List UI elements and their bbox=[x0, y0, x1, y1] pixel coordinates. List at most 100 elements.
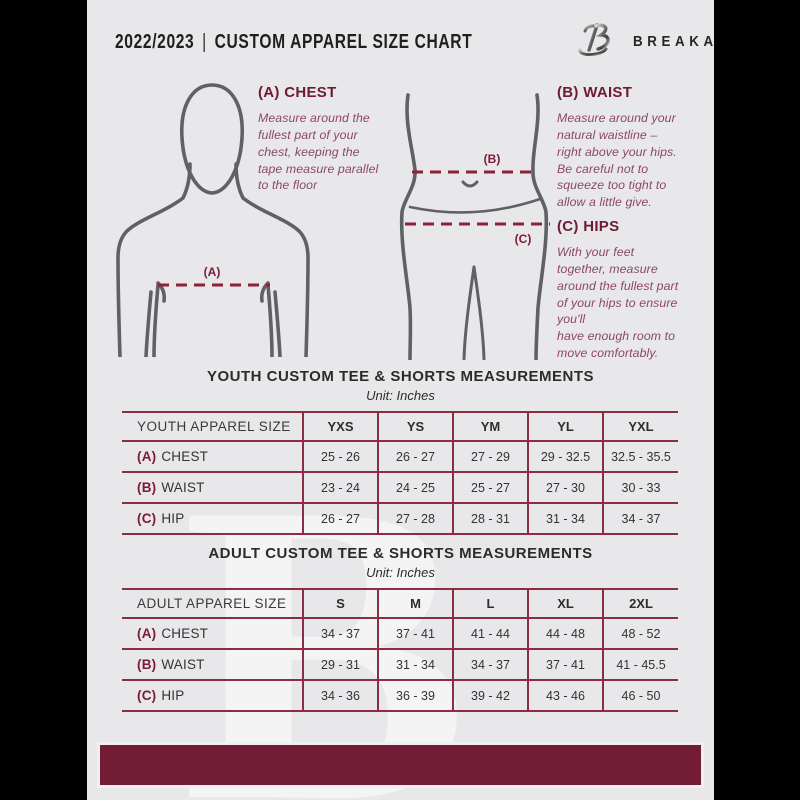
lower-body-diagram: (B) (C) bbox=[388, 93, 573, 365]
row-measure-name: CHEST bbox=[161, 626, 209, 641]
chest-figure-label: (A) bbox=[204, 265, 221, 279]
size-range-cell: 43 - 46 bbox=[527, 679, 603, 712]
upper-body-diagram: (A) bbox=[113, 80, 313, 362]
hip-crease-line bbox=[408, 197, 542, 214]
header: 2022/2023 | CUSTOM APPAREL SIZE CHART bbox=[115, 22, 714, 60]
size-range-cell: 28 - 31 bbox=[452, 502, 528, 535]
row-key: (A) bbox=[137, 449, 157, 464]
size-column-header: 2XL bbox=[602, 588, 678, 619]
size-range-cell: 39 - 42 bbox=[452, 679, 528, 712]
size-range-cell: 48 - 52 bbox=[602, 617, 678, 650]
size-range-cell: 34 - 37 bbox=[302, 617, 378, 650]
brand-lockup: BREAKAWAY bbox=[573, 22, 714, 63]
size-range-cell: 44 - 48 bbox=[527, 617, 603, 650]
size-column-header: YM bbox=[452, 411, 528, 442]
hip-figure-label: (C) bbox=[515, 232, 532, 246]
measurement-row: (A) CHEST 34 - 37 37 - 41 41 - 44 44 - 48 48 -… bbox=[122, 617, 678, 650]
hips-body-text: With your feet together, measure around … bbox=[557, 245, 679, 361]
row-key: (B) bbox=[137, 657, 157, 672]
content-layer: 2022/2023 | CUSTOM APPAREL SIZE CHART bbox=[87, 0, 714, 800]
waist-body-text: Measure around your natural waistline – … bbox=[557, 111, 677, 210]
apparel-size-header: YOUTH APPAREL SIZE bbox=[122, 411, 303, 442]
navel-mark bbox=[461, 180, 479, 188]
size-column-header: YS bbox=[377, 411, 453, 442]
row-key: (B) bbox=[137, 480, 157, 495]
size-range-cell: 29 - 32.5 bbox=[527, 440, 603, 473]
head-outline bbox=[180, 83, 244, 195]
adult-table-title: ADULT CUSTOM TEE & SHORTS MEASUREMENTS bbox=[208, 545, 593, 562]
row-measure-name: WAIST bbox=[161, 657, 205, 672]
size-range-cell: 32.5 - 35.5 bbox=[602, 440, 678, 473]
row-measure-name: WAIST bbox=[161, 480, 205, 495]
measurement-row: (B) WAIST 29 - 31 31 - 34 34 - 37 37 - 41 41 -… bbox=[122, 648, 678, 681]
chest-body-text: Measure around the fullest part of your … bbox=[258, 111, 379, 193]
season-label: 2022/2023 bbox=[115, 30, 195, 53]
size-range-cell: 37 - 41 bbox=[377, 617, 453, 650]
measurement-row: (C) HIP 26 - 27 27 - 28 28 - 31 31 - 34 34 - 3… bbox=[122, 502, 678, 535]
adult-table-unit: Unit: Inches bbox=[366, 565, 435, 580]
footer-accent-bar bbox=[97, 742, 704, 788]
brand-wordmark: BREAKAWAY bbox=[633, 34, 714, 50]
waist-figure-label: (B) bbox=[484, 152, 501, 166]
size-chart-page: B 2022/2023 | CUSTOM APPAREL SIZE CHART bbox=[87, 0, 714, 800]
size-range-cell: 26 - 27 bbox=[302, 502, 378, 535]
adult-size-table: ADULT APPAREL SIZE S M L XL 2XL (A) CHEST 34 - 3… bbox=[122, 588, 678, 712]
size-range-cell: 31 - 34 bbox=[527, 502, 603, 535]
measurement-row: (B) WAIST 23 - 24 24 - 25 25 - 27 27 - 30 30 -… bbox=[122, 471, 678, 504]
waist-heading: (B) WAIST bbox=[557, 84, 633, 101]
size-header-row: YOUTH APPAREL SIZE YXS YS YM YL YXL bbox=[122, 411, 678, 442]
size-range-cell: 41 - 45.5 bbox=[602, 648, 678, 681]
size-column-header: YXS bbox=[302, 411, 378, 442]
waist-instructions: (B) WAIST Measure around your natural wa… bbox=[557, 84, 709, 211]
size-range-cell: 24 - 25 bbox=[377, 471, 453, 504]
size-range-cell: 36 - 39 bbox=[377, 679, 453, 712]
size-range-cell: 37 - 41 bbox=[527, 648, 603, 681]
size-header-row: ADULT APPAREL SIZE S M L XL 2XL bbox=[122, 588, 678, 619]
size-range-cell: 27 - 28 bbox=[377, 502, 453, 535]
size-range-cell: 25 - 26 bbox=[302, 440, 378, 473]
size-range-cell: 46 - 50 bbox=[602, 679, 678, 712]
chest-heading: (A) CHEST bbox=[258, 84, 337, 101]
row-key: (C) bbox=[137, 688, 157, 703]
row-measure-name: HIP bbox=[161, 511, 185, 526]
youth-table-title: YOUTH CUSTOM TEE & SHORTS MEASUREMENTS bbox=[206, 368, 595, 385]
size-column-header: YL bbox=[527, 411, 603, 442]
row-label: (A) CHEST bbox=[122, 617, 303, 650]
measurement-row: (C) HIP 34 - 36 36 - 39 39 - 42 43 - 46 46 - 5… bbox=[122, 679, 678, 712]
size-range-cell: 25 - 27 bbox=[452, 471, 528, 504]
row-key: (C) bbox=[137, 511, 157, 526]
measurement-row: (A) CHEST 25 - 26 26 - 27 27 - 29 29 - 32.5 32… bbox=[122, 440, 678, 473]
size-range-cell: 23 - 24 bbox=[302, 471, 378, 504]
size-range-cell: 27 - 30 bbox=[527, 471, 603, 504]
page-title: 2022/2023 | CUSTOM APPAREL SIZE CHART bbox=[115, 31, 472, 54]
size-range-cell: 27 - 29 bbox=[452, 440, 528, 473]
size-range-cell: 34 - 37 bbox=[452, 648, 528, 681]
size-range-cell: 31 - 34 bbox=[377, 648, 453, 681]
row-label: (C) HIP bbox=[122, 502, 303, 535]
size-range-cell: 30 - 33 bbox=[602, 471, 678, 504]
breakaway-b-logo-icon bbox=[573, 22, 613, 63]
title-separator: | bbox=[202, 30, 207, 53]
youth-table-unit: Unit: Inches bbox=[366, 388, 435, 403]
size-range-cell: 26 - 27 bbox=[377, 440, 453, 473]
row-key: (A) bbox=[137, 626, 157, 641]
row-measure-name: HIP bbox=[161, 688, 185, 703]
row-measure-name: CHEST bbox=[161, 449, 209, 464]
size-column-header: L bbox=[452, 588, 528, 619]
row-label: (C) HIP bbox=[122, 679, 303, 712]
hips-heading: (C) HIPS bbox=[557, 218, 620, 235]
size-column-header: XL bbox=[527, 588, 603, 619]
size-range-cell: 34 - 37 bbox=[602, 502, 678, 535]
hips-instructions: (C) HIPS With your feet together, measur… bbox=[557, 218, 709, 362]
row-label: (A) CHEST bbox=[122, 440, 303, 473]
youth-size-table: YOUTH APPAREL SIZE YXS YS YM YL YXL (A) CHEST 25… bbox=[122, 411, 678, 535]
size-column-header: M bbox=[377, 588, 453, 619]
chest-instructions: (A) CHEST Measure around the fullest par… bbox=[258, 84, 428, 194]
title-text: CUSTOM APPAREL SIZE CHART bbox=[214, 30, 473, 53]
row-label: (B) WAIST bbox=[122, 648, 303, 681]
row-label: (B) WAIST bbox=[122, 471, 303, 504]
size-range-cell: 41 - 44 bbox=[452, 617, 528, 650]
apparel-size-header: ADULT APPAREL SIZE bbox=[122, 588, 303, 619]
size-column-header: S bbox=[302, 588, 378, 619]
